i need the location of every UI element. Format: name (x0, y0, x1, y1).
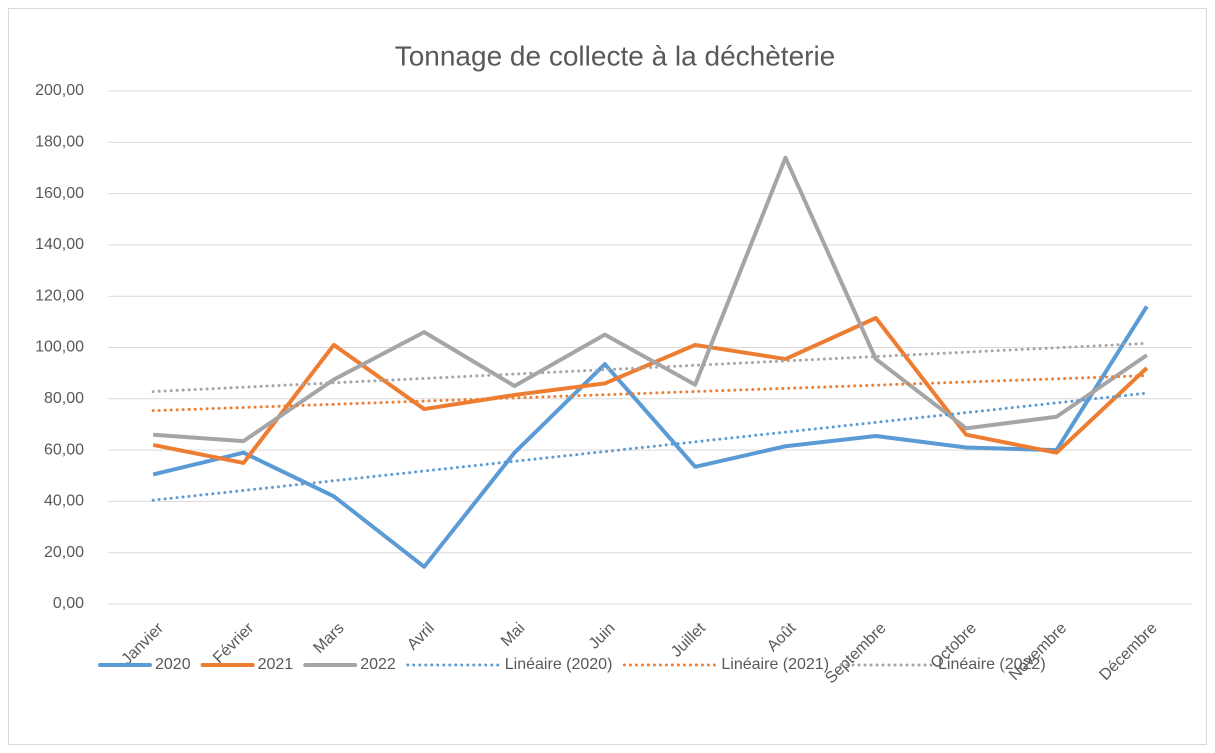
y-tick-label: 180,00 (35, 134, 84, 151)
y-tick-label: 100,00 (35, 339, 84, 356)
y-tick-label: 120,00 (35, 287, 84, 304)
trend-line (151, 374, 1149, 413)
legend-label: 2021 (258, 656, 294, 673)
legend-label: Linéaire (2022) (938, 656, 1046, 673)
legend-label: Linéaire (2020) (505, 656, 613, 673)
legend-label: 2022 (360, 656, 396, 673)
y-tick-label: 20,00 (44, 544, 84, 561)
y-tick-label: 80,00 (44, 390, 84, 407)
y-tick-label: 160,00 (35, 185, 84, 202)
legend-label: 2020 (155, 656, 191, 673)
legend-label: Linéaire (2021) (721, 656, 829, 673)
y-tick-label: 140,00 (35, 236, 84, 253)
y-tick-label: 40,00 (44, 493, 84, 510)
series-line (152, 316, 1149, 465)
y-tick-label: 0,00 (53, 595, 84, 612)
series-line (152, 305, 1149, 569)
y-tick-label: 60,00 (44, 441, 84, 458)
y-tick-label: 200,00 (35, 82, 84, 99)
chart-border (8, 8, 1207, 745)
chart-title: Tonnage de collecte à la déchèterie (395, 40, 836, 71)
trend-line (151, 391, 1149, 502)
series-line (153, 155, 1148, 444)
trend-line (151, 341, 1149, 394)
